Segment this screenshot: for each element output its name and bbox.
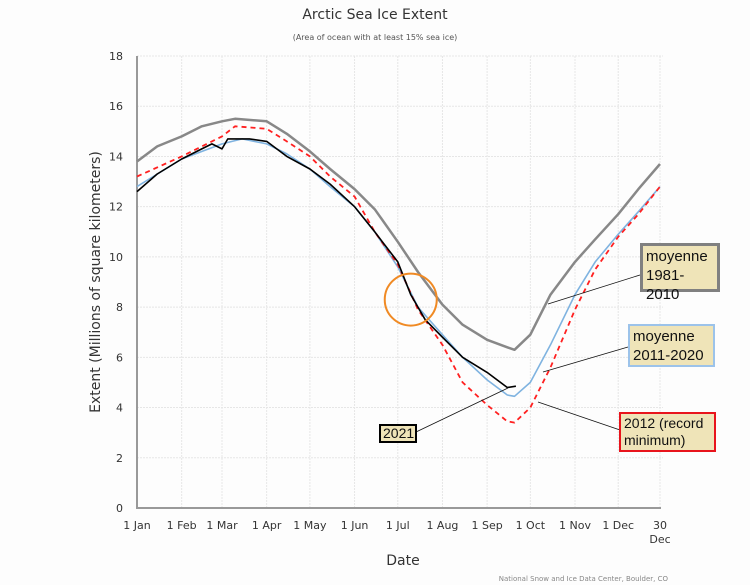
x-tick-label: Dec [649,533,670,546]
x-tick-label: 1 Jun [341,519,369,532]
y-tick-label: 12 [109,201,123,214]
series-line-moyenne-2011-2020 [136,138,661,398]
y-tick-label: 0 [116,502,123,515]
annotation-line1: 2012 (record [624,415,704,431]
x-tick-label: 1 Feb [167,519,197,532]
callout-line-2012 [537,401,621,431]
series-line-2021 [136,138,517,389]
annotation-line2: 2011-2020 [633,347,704,364]
x-tick-label: 1 Jan [123,519,150,532]
callout-lines [415,274,641,433]
chart-title: Arctic Sea Ice Extent [302,7,448,23]
annotation-line1: moyenne [633,328,695,345]
annotation-2012: 2012 (record minimum) [619,412,716,452]
annotation-line1: 2021 [383,425,415,441]
x-tick-label: 1 Oct [516,519,546,532]
annotation-2021: 2021 [379,424,417,443]
y-axis-label: Extent (Millions of square kilometers) [88,151,104,413]
y-tick-label: 18 [109,50,123,63]
series-line-moyenne-1981-2010 [136,117,661,352]
highlight-circle [383,272,438,327]
annotation-line2: minimum) [624,432,686,448]
callout-line-2011-2020 [542,346,629,373]
x-tick-label: 1 May [293,519,327,532]
x-tick-label: 1 Apr [252,519,282,532]
y-tick-label: 10 [109,251,123,264]
credit: National Snow and Ice Data Center, Bould… [499,575,669,583]
x-tick-label: 1 Sep [471,519,502,532]
callout-line-2021 [415,387,509,433]
x-tick-label: 1 Mar [206,519,238,532]
y-axis-ticks: 0 2 4 6 8 10 12 14 16 18 [109,50,123,515]
x-axis-ticks: 1 Jan 1 Feb 1 Mar 1 Apr 1 May 1 Jun 1 Jul 1 Aug… [123,519,670,546]
x-tick-label: 1 Jul [386,519,410,532]
y-tick-label: 14 [109,150,123,163]
annotation-1981-2010: moyenne 1981-2010 [640,243,720,303]
y-tick-label: 2 [116,452,123,465]
x-axis-label: Date [386,553,419,569]
annotation-line1: moyenne [646,248,708,265]
annotation-line2: 1981-2010 [646,267,685,303]
annotation-2011-2020: moyenne 2011-2020 [628,324,715,367]
grid [137,55,663,508]
x-tick-label: 1 Dec [602,519,634,532]
series-line-2012-record-minimum- [136,125,661,424]
callout-line-1981-2010 [547,274,641,305]
y-tick-label: 4 [116,402,123,415]
chart-subtitle: (Area of ocean with at least 15% sea ice… [293,33,458,42]
y-tick-label: 8 [116,301,123,314]
y-tick-label: 6 [116,351,123,364]
series-lines [136,117,661,424]
x-tick-label: 1 Aug [426,519,458,532]
x-tick-label: 1 Nov [559,519,591,532]
x-tick-label: 30 [653,519,667,532]
y-tick-label: 16 [109,100,123,113]
